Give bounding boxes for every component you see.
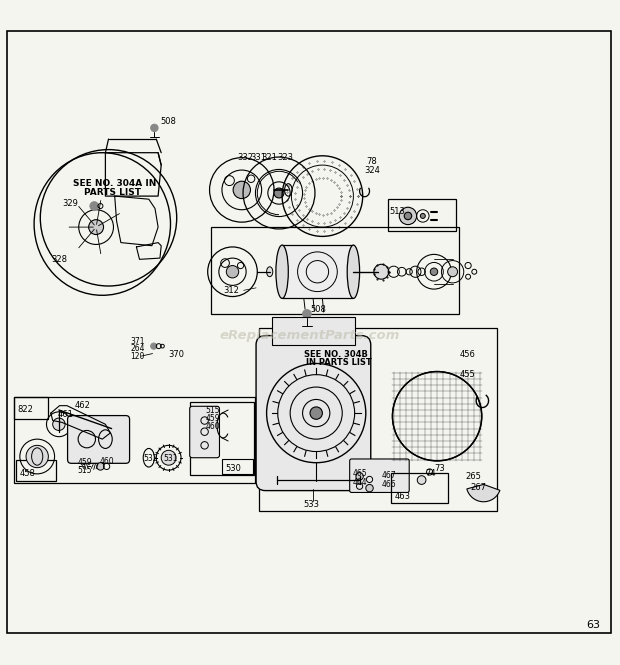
Circle shape	[374, 264, 389, 279]
Bar	[259, 328, 497, 511]
Circle shape	[151, 124, 158, 132]
Text: 460: 460	[99, 457, 114, 466]
Text: 329: 329	[62, 199, 78, 208]
Text: 458: 458	[20, 469, 36, 478]
Bar	[388, 200, 456, 231]
Text: 328: 328	[51, 255, 68, 264]
Circle shape	[417, 475, 426, 484]
Text: 515: 515	[206, 406, 220, 415]
Bar	[282, 245, 353, 299]
Text: 460: 460	[206, 422, 221, 431]
Wedge shape	[467, 484, 500, 502]
Circle shape	[89, 219, 104, 235]
Text: 370: 370	[169, 350, 185, 359]
Text: 78: 78	[366, 158, 376, 166]
Bar	[16, 460, 56, 481]
Text: 461: 461	[58, 410, 74, 419]
FancyBboxPatch shape	[256, 336, 371, 491]
Bar	[391, 473, 448, 503]
Text: 508: 508	[310, 305, 326, 314]
Circle shape	[274, 188, 284, 198]
Text: SEE NO. 304A IN: SEE NO. 304A IN	[73, 179, 156, 188]
Circle shape	[26, 446, 48, 467]
Bar	[272, 317, 355, 345]
Text: 120: 120	[130, 352, 144, 360]
Text: 515: 515	[78, 465, 92, 475]
Text: 459: 459	[206, 414, 221, 423]
Text: 464: 464	[352, 478, 367, 487]
Text: 321: 321	[262, 153, 278, 162]
Circle shape	[366, 484, 373, 492]
Text: 530: 530	[225, 464, 241, 473]
Text: 267: 267	[470, 483, 486, 492]
Text: 312: 312	[223, 287, 239, 295]
Circle shape	[226, 265, 239, 278]
Circle shape	[53, 418, 65, 430]
Bar	[222, 459, 253, 475]
Text: 467: 467	[382, 471, 397, 479]
Text: 463: 463	[394, 492, 410, 501]
Text: 462: 462	[74, 401, 91, 410]
FancyBboxPatch shape	[350, 459, 409, 493]
Text: 466: 466	[382, 480, 397, 489]
Text: 74: 74	[425, 469, 436, 478]
Circle shape	[430, 268, 438, 275]
Text: 323: 323	[278, 153, 294, 162]
Text: 531: 531	[164, 454, 178, 464]
Bar	[14, 397, 255, 483]
Text: eReplacementParts.com: eReplacementParts.com	[220, 329, 400, 342]
Text: 508: 508	[160, 117, 176, 126]
Bar	[211, 227, 459, 314]
Circle shape	[448, 267, 458, 277]
Text: 371: 371	[130, 336, 144, 346]
Text: 465: 465	[352, 469, 367, 477]
Text: 532: 532	[143, 454, 157, 464]
Text: 822: 822	[17, 406, 33, 414]
Text: 324: 324	[364, 166, 380, 174]
Ellipse shape	[267, 267, 273, 277]
Circle shape	[310, 407, 322, 420]
Text: 459: 459	[78, 458, 92, 467]
Bar	[190, 402, 254, 475]
Circle shape	[233, 182, 250, 199]
Circle shape	[356, 473, 363, 480]
Text: PARTS LIST: PARTS LIST	[84, 188, 141, 197]
Circle shape	[420, 213, 425, 218]
Circle shape	[161, 450, 176, 466]
Text: IN PARTS LIST: IN PARTS LIST	[306, 358, 371, 367]
Circle shape	[151, 343, 157, 349]
Text: 73: 73	[434, 464, 445, 473]
Text: 533: 533	[304, 499, 320, 509]
Circle shape	[404, 212, 412, 219]
Text: 456: 456	[460, 350, 476, 358]
Text: 455: 455	[460, 370, 476, 379]
FancyBboxPatch shape	[190, 406, 219, 458]
Text: 265: 265	[465, 472, 481, 481]
Text: 332: 332	[237, 153, 253, 162]
Circle shape	[399, 207, 417, 225]
Circle shape	[90, 201, 99, 210]
Ellipse shape	[347, 245, 360, 299]
Text: 331: 331	[250, 153, 266, 162]
Circle shape	[303, 310, 311, 319]
Text: 513: 513	[389, 207, 405, 216]
Circle shape	[97, 463, 104, 470]
Ellipse shape	[276, 245, 288, 299]
Text: 264: 264	[130, 344, 144, 353]
Text: 63: 63	[586, 620, 600, 630]
FancyBboxPatch shape	[68, 416, 130, 464]
Text: SEE NO. 304B: SEE NO. 304B	[304, 350, 368, 358]
Bar	[14, 397, 48, 420]
